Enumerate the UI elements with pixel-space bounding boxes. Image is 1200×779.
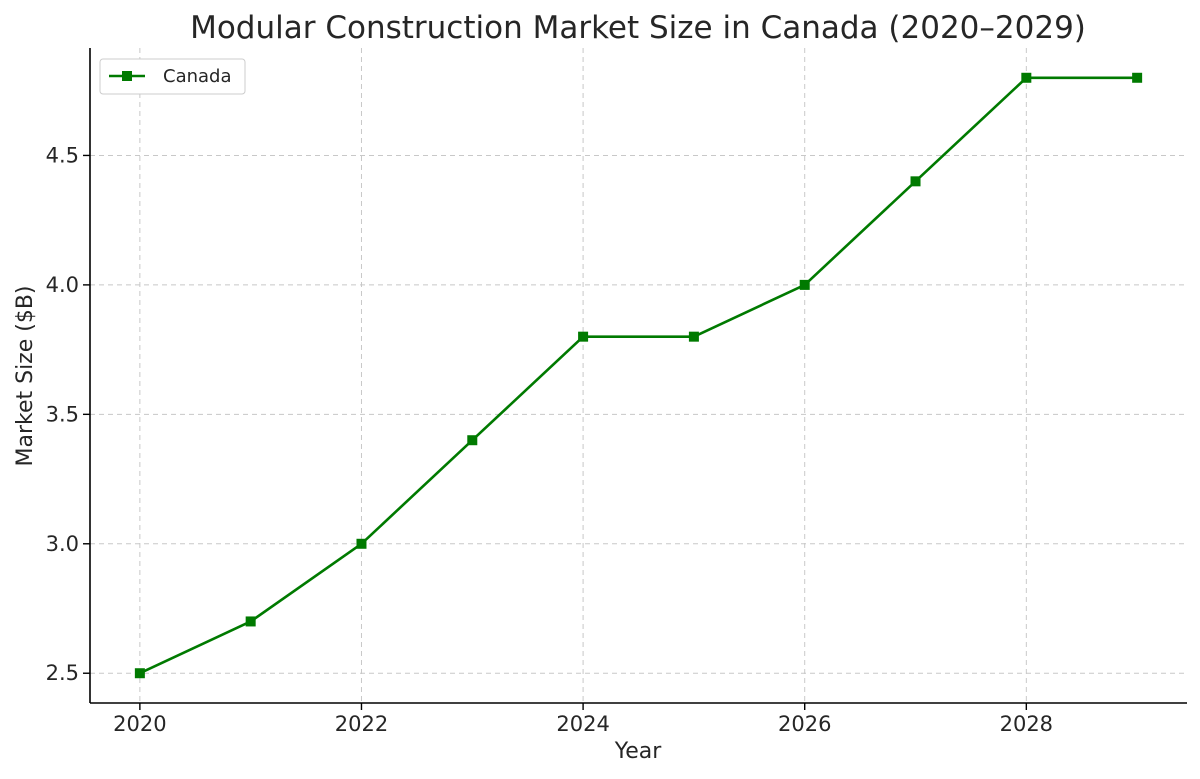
y-tick-label: 3.5 [46,402,79,426]
data-point [688,331,699,342]
data-point [1021,72,1032,83]
data-point [245,616,256,627]
y-tick-label: 4.5 [46,143,79,167]
x-tick-label: 2020 [113,712,166,736]
data-point [467,435,478,446]
data-point [134,668,145,679]
y-tick-label: 3.0 [46,532,79,556]
y-tick-label: 4.0 [46,273,79,297]
chart-title: Modular Construction Market Size in Cana… [190,10,1086,46]
legend-box [99,58,246,95]
axis-ticks: 2020 2022 2024 2026 2028 2.5 3.0 3.5 4.0 4.5 [46,143,1053,736]
legend: Canada [99,58,246,95]
data-point [356,538,367,549]
y-tick-label: 2.5 [46,661,79,685]
data-point [910,176,921,187]
legend-marker-swatch [122,71,132,81]
x-axis-label: Year [614,739,663,764]
x-tick-label: 2028 [1000,712,1053,736]
series-line [139,76,1138,675]
legend-label-canada: Canada [163,66,232,87]
data-point [799,279,810,290]
x-tick-label: 2022 [335,712,388,736]
grid-lines [90,48,1187,703]
data-point [1132,72,1143,83]
data-point [578,331,589,342]
series-canada [134,72,1143,679]
x-tick-label: 2024 [556,712,609,736]
y-axis-label: Market Size ($B) [13,285,38,466]
x-tick-label: 2026 [778,712,831,736]
